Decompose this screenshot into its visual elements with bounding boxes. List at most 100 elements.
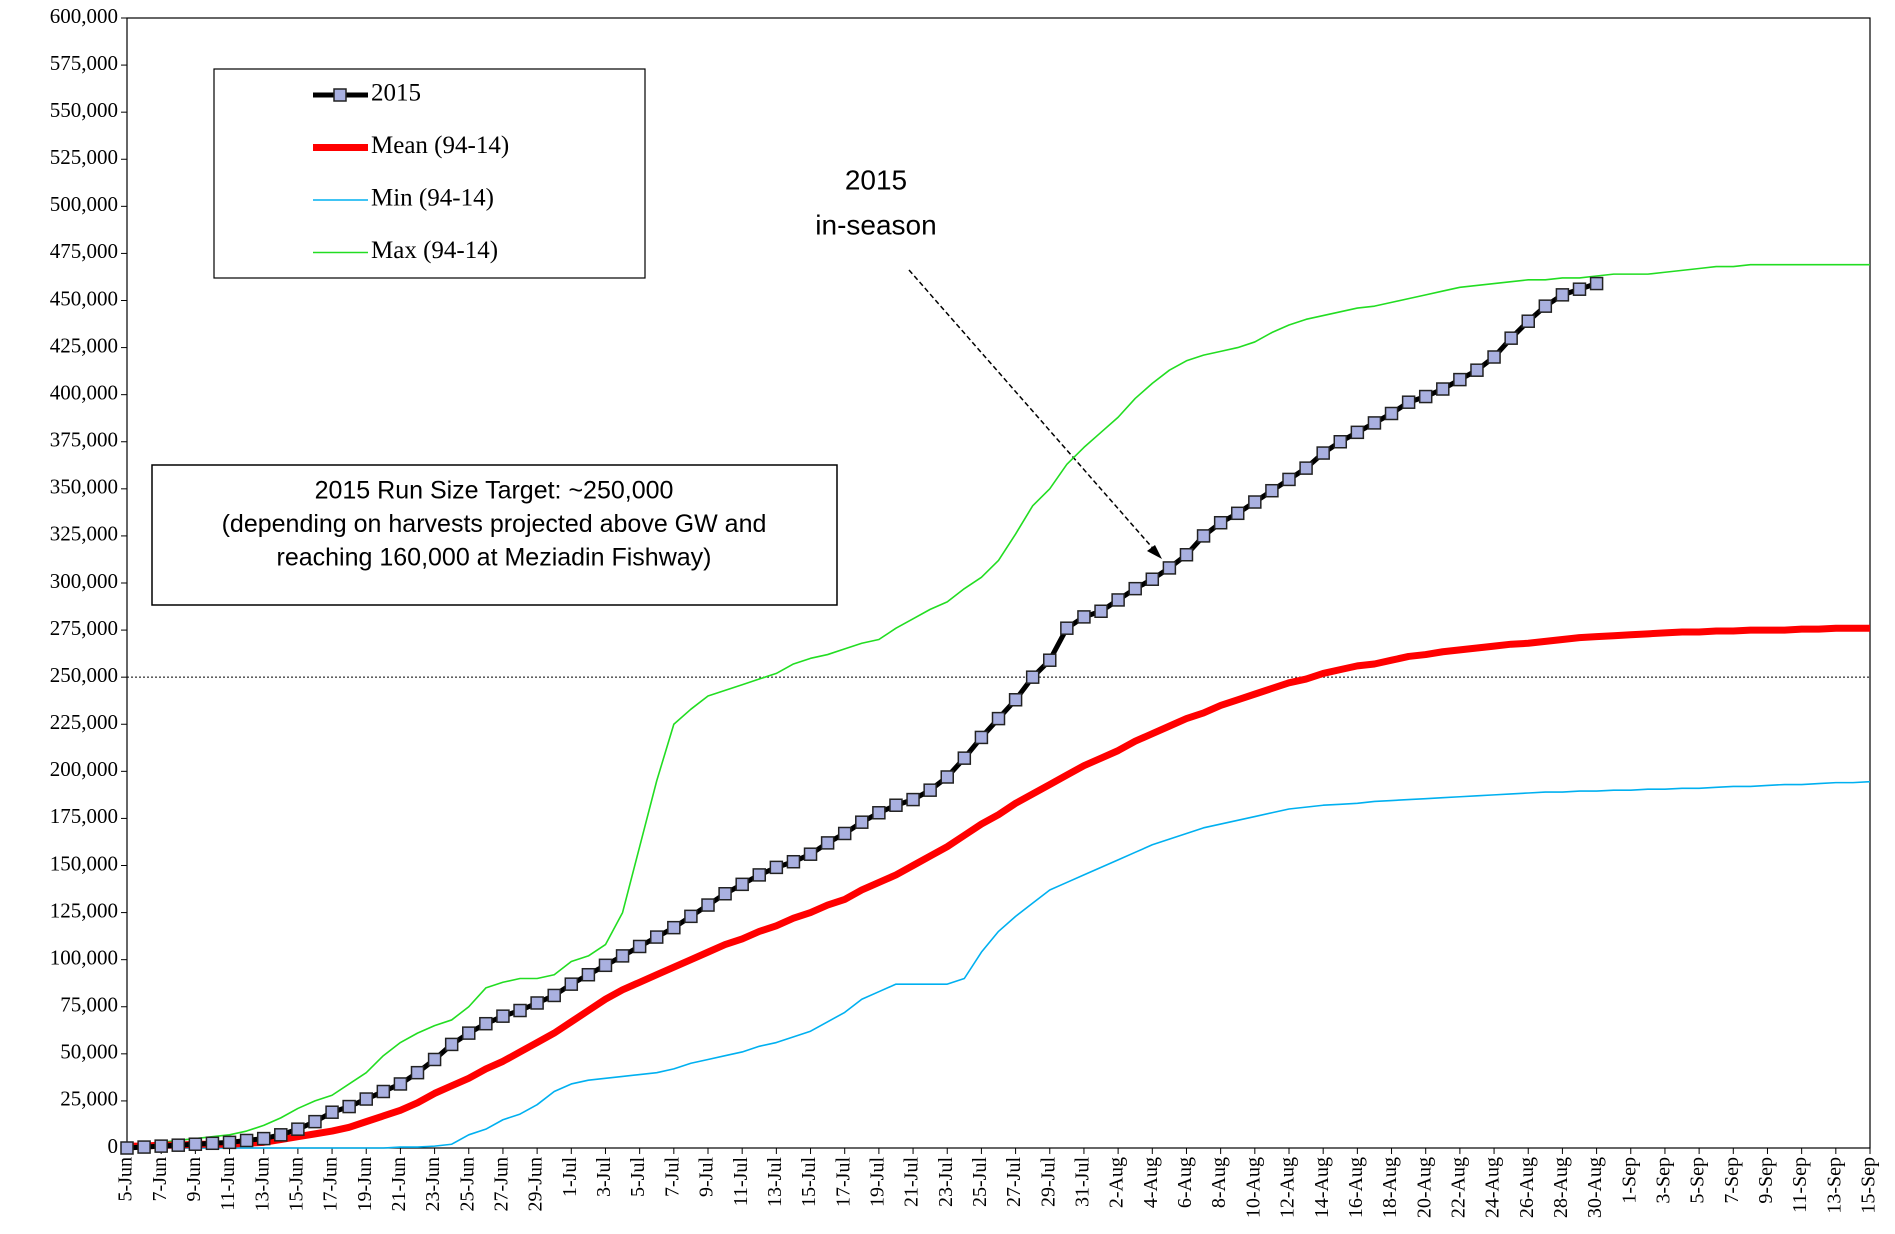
x-tick-label: 1-Sep [1618, 1157, 1640, 1204]
x-tick-label: 19-Jul [866, 1157, 888, 1207]
x-tick-label: 7-Jul [661, 1157, 683, 1197]
y-tick-label: 150,000 [50, 851, 118, 875]
marker [496, 1009, 510, 1023]
marker [1401, 395, 1416, 409]
x-tick-label: 6-Aug [1174, 1157, 1196, 1208]
marker [820, 836, 835, 850]
marker [667, 920, 681, 935]
series-line [126, 263, 1870, 1147]
x-tick-label: 29-Jun [525, 1157, 547, 1211]
marker [598, 958, 613, 973]
x-tick-label: 18-Aug [1379, 1157, 1401, 1218]
annotation: 2015 [845, 164, 907, 195]
note-text: reaching 160,000 at Meziadin Fishway) [277, 544, 712, 572]
y-tick-label: 575,000 [50, 51, 118, 75]
marker [1230, 506, 1245, 521]
marker [171, 1138, 186, 1152]
legend-box [213, 68, 646, 279]
x-tick-label: 15-Sep [1858, 1157, 1880, 1214]
series-line [127, 780, 1871, 1149]
x-tick-label: 24-Aug [1482, 1157, 1504, 1218]
marker [513, 1003, 527, 1018]
note-text: 2015 Run Size Target: ~250,000 [315, 477, 674, 505]
x-tick-label: 10-Aug [1242, 1157, 1264, 1218]
marker [632, 939, 647, 954]
x-tick-label: 11-Jul [730, 1157, 752, 1207]
x-tick-label: 15-Jun [285, 1157, 307, 1211]
x-tick-label: 11-Sep [1789, 1157, 1811, 1213]
marker [1077, 610, 1091, 624]
marker [1179, 548, 1194, 562]
arrow-head [1147, 545, 1162, 559]
marker [769, 860, 784, 875]
y-tick-label: 600,000 [50, 4, 118, 28]
marker [222, 1135, 237, 1150]
marker [359, 1092, 373, 1106]
x-tick-label: 25-Jun [456, 1157, 478, 1211]
marker [1162, 561, 1177, 575]
marker [205, 1136, 220, 1151]
x-tick-label: 22-Aug [1447, 1157, 1469, 1218]
marker [1487, 350, 1501, 364]
marker [1111, 593, 1125, 607]
marker [1213, 515, 1228, 530]
marker [120, 1141, 134, 1155]
x-tick-label: 21-Jul [901, 1157, 923, 1207]
x-tick-label: 8-Aug [1208, 1157, 1230, 1208]
x-tick-label: 27-Jun [491, 1157, 513, 1211]
marker [889, 798, 903, 812]
series-line [127, 624, 1870, 1150]
x-tick-label: 19-Jun [354, 1157, 376, 1211]
x-tick-label: 27-Jul [1003, 1157, 1025, 1207]
marker [1367, 416, 1382, 430]
marker [1145, 572, 1160, 586]
x-tick-label: 2-Aug [1106, 1157, 1128, 1208]
marker [1316, 446, 1330, 460]
y-tick-label: 250,000 [50, 663, 118, 687]
marker [342, 1099, 356, 1114]
x-tick-label: 11-Jun [217, 1157, 239, 1211]
y-tick-label: 50,000 [60, 1040, 118, 1064]
y-tick-label: 125,000 [50, 898, 118, 922]
x-tick-label: 9-Jul [696, 1157, 718, 1197]
x-tick-label: 7-Jun [149, 1157, 171, 1201]
x-tick-label: 26-Aug [1516, 1157, 1538, 1218]
marker [256, 1131, 271, 1146]
marker [786, 854, 801, 869]
legend-label: Max (94-14) [371, 237, 498, 264]
marker [1128, 581, 1142, 596]
marker [872, 806, 886, 820]
marker [1418, 389, 1433, 404]
x-tick-label: 15-Jul [798, 1157, 820, 1207]
marker [1060, 621, 1074, 635]
legend-label: Min (94-14) [371, 185, 494, 212]
y-tick-label: 25,000 [60, 1087, 118, 1111]
y-tick-label: 400,000 [50, 380, 118, 404]
marker [1555, 288, 1570, 302]
x-tick-label: 5-Jul [627, 1157, 649, 1197]
y-tick-label: 350,000 [50, 475, 118, 499]
x-tick-label: 17-Jul [832, 1157, 854, 1207]
marker [1350, 425, 1365, 440]
marker [906, 792, 920, 807]
x-tick-label: 21-Jun [388, 1157, 410, 1211]
marker [393, 1077, 408, 1091]
x-tick-label: 12-Aug [1277, 1157, 1299, 1218]
marker [752, 868, 767, 882]
legend-label: Mean (94-14) [371, 132, 509, 159]
marker [1025, 670, 1040, 684]
marker [701, 898, 715, 912]
marker [1265, 483, 1279, 498]
series-line [126, 281, 1598, 1151]
x-tick-label: 30-Aug [1584, 1157, 1606, 1218]
y-tick-label: 300,000 [50, 569, 118, 593]
x-tick-label: 29-Jul [1037, 1157, 1059, 1207]
x-tick-label: 3-Jul [593, 1157, 615, 1197]
marker [308, 1114, 322, 1129]
marker [1589, 276, 1604, 291]
marker [1196, 529, 1211, 543]
x-tick-label: 4-Aug [1140, 1157, 1162, 1208]
note-box [151, 464, 838, 606]
marker [1572, 282, 1587, 296]
